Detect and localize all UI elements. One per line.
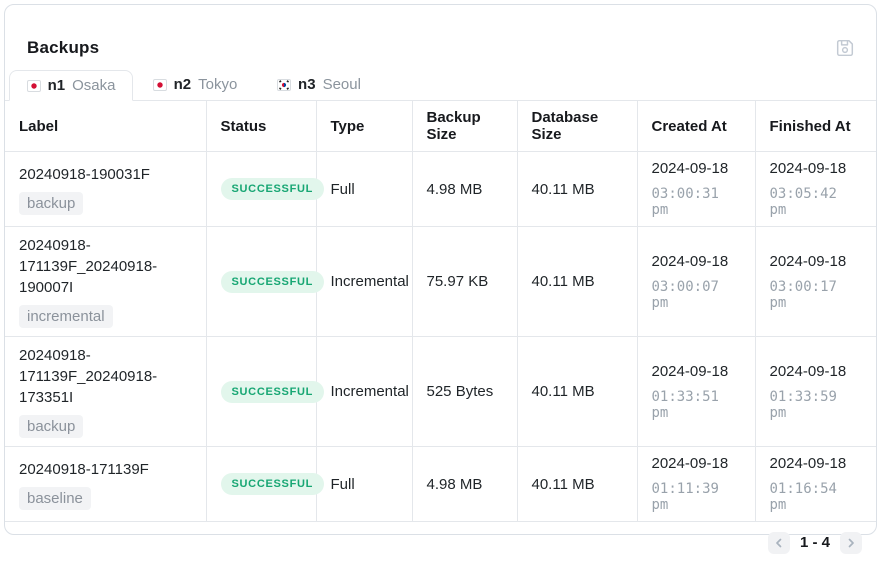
finished-date: 2024-09-18 xyxy=(769,160,847,177)
database-size-cell: 40.11 MB xyxy=(517,336,638,447)
finished-date: 2024-09-18 xyxy=(769,252,847,270)
label-cell: 20240918-171139F_20240918-173351I backup xyxy=(5,336,207,447)
backup-label: 20240918-190031F xyxy=(19,165,150,183)
backup-label: 20240918-171139F_20240918-173351I xyxy=(19,347,158,406)
save-icon xyxy=(836,39,854,57)
column-header-database-size: Database Size xyxy=(517,101,638,152)
backup-label: 20240918-171139F_20240918-190007I xyxy=(19,237,158,296)
backup-size-cell: 4.98 MB xyxy=(412,446,518,522)
status-badge: SUCCESSFUL xyxy=(220,178,325,200)
finished-time: 03:00:17 pm xyxy=(769,278,837,311)
tab-node-label: n1 xyxy=(47,77,66,94)
save-button[interactable] xyxy=(836,39,854,57)
created-at-cell: 2024-09-18 03:00:07 pm xyxy=(637,226,756,337)
finished-time: 03:05:42 pm xyxy=(769,186,837,218)
status-cell: SUCCESSFUL xyxy=(206,446,325,522)
label-cell: 20240918-171139F baseline xyxy=(5,446,207,522)
finished-time: 01:16:54 pm xyxy=(769,481,837,513)
table-row[interactable]: 20240918-171139F baseline SUCCESSFUL Ful… xyxy=(5,446,876,522)
database-size-cell: 40.11 MB xyxy=(517,446,638,522)
label-cell: 20240918-171139F_20240918-190007I increm… xyxy=(5,226,207,337)
backups-panel: Backups n1 Osaka n2 xyxy=(4,4,877,554)
created-at-cell: 2024-09-18 03:00:31 pm xyxy=(637,151,756,227)
backup-size-cell: 75.97 KB xyxy=(412,226,518,337)
column-header-created-at: Created At xyxy=(637,101,756,152)
column-header-finished-at: Finished At xyxy=(755,101,876,152)
japan-flag-icon xyxy=(152,78,167,91)
created-at-cell: 2024-09-18 01:11:39 pm xyxy=(637,446,756,522)
table-row[interactable]: 20240918-171139F_20240918-190007I increm… xyxy=(5,226,876,337)
status-cell: SUCCESSFUL xyxy=(206,151,325,227)
table-row[interactable]: 20240918-190031F backup SUCCESSFUL Full … xyxy=(5,151,876,227)
status-cell: SUCCESSFUL xyxy=(206,226,325,337)
japan-flag-icon xyxy=(26,79,41,92)
created-time: 03:00:07 pm xyxy=(651,278,719,311)
tab-n1-osaka[interactable]: n1 Osaka xyxy=(9,70,133,101)
finished-at-cell: 2024-09-18 03:00:17 pm xyxy=(755,226,876,337)
column-header-backup-size: Backup Size xyxy=(412,101,518,152)
backup-size-cell: 4.98 MB xyxy=(412,151,518,227)
tab-n3-seoul[interactable]: n3 Seoul xyxy=(257,69,381,100)
finished-date: 2024-09-18 xyxy=(769,455,847,472)
created-date: 2024-09-18 xyxy=(651,455,729,472)
created-date: 2024-09-18 xyxy=(651,160,729,177)
node-tabs: n1 Osaka n2 Tokyo n3 xyxy=(5,69,876,101)
database-size-cell: 40.11 MB xyxy=(517,151,638,227)
table-header-row: Label Status Type Backup Size Database S… xyxy=(5,101,876,152)
created-time: 01:11:39 pm xyxy=(651,481,719,513)
type-cell: Full xyxy=(316,446,413,522)
tab-node-label: n2 xyxy=(173,76,192,93)
page-range: 1 - 4 xyxy=(799,534,830,551)
backup-size-cell: 525 Bytes xyxy=(412,336,518,447)
next-page-button[interactable] xyxy=(840,531,862,554)
backup-tag: backup xyxy=(19,415,84,438)
created-time: 03:00:31 pm xyxy=(651,186,719,218)
type-cell: Full xyxy=(316,151,413,227)
backup-tag: baseline xyxy=(19,486,91,510)
status-badge: SUCCESSFUL xyxy=(220,270,325,293)
page-title: Backups xyxy=(27,38,100,57)
tab-city-label: Osaka xyxy=(72,77,116,94)
database-size-cell: 40.11 MB xyxy=(517,226,638,337)
finished-date: 2024-09-18 xyxy=(769,362,847,380)
column-header-status: Status xyxy=(206,101,317,152)
label-cell: 20240918-190031F backup xyxy=(5,151,207,227)
created-date: 2024-09-18 xyxy=(651,252,729,270)
created-date: 2024-09-18 xyxy=(651,362,729,380)
backups-table: Label Status Type Backup Size Database S… xyxy=(5,101,876,522)
south-korea-flag-icon xyxy=(277,78,292,91)
type-cell: Incremental xyxy=(316,336,413,447)
status-badge: SUCCESSFUL xyxy=(220,380,325,403)
chevron-right-icon xyxy=(845,537,857,549)
backup-tag: incremental xyxy=(19,305,113,328)
chevron-left-icon xyxy=(773,537,785,549)
tab-city-label: Seoul xyxy=(322,76,361,93)
column-header-label: Label xyxy=(5,101,207,152)
finished-at-cell: 2024-09-18 03:05:42 pm xyxy=(755,151,876,227)
column-header-type: Type xyxy=(316,101,413,152)
finished-at-cell: 2024-09-18 01:33:59 pm xyxy=(755,336,876,447)
backup-tag: backup xyxy=(19,191,84,215)
backup-label: 20240918-171139F xyxy=(19,460,149,478)
tab-node-label: n3 xyxy=(298,76,316,93)
tab-n2-tokyo[interactable]: n2 Tokyo xyxy=(133,69,257,100)
finished-at-cell: 2024-09-18 01:16:54 pm xyxy=(755,446,876,522)
type-cell: Incremental xyxy=(316,226,413,337)
tab-city-label: Tokyo xyxy=(198,76,238,93)
created-time: 01:33:51 pm xyxy=(651,388,719,421)
status-badge: SUCCESSFUL xyxy=(220,473,325,495)
status-cell: SUCCESSFUL xyxy=(206,336,325,447)
finished-time: 01:33:59 pm xyxy=(769,388,837,421)
panel-header: Backups xyxy=(5,5,876,69)
previous-page-button[interactable] xyxy=(767,531,790,554)
table-row[interactable]: 20240918-171139F_20240918-173351I backup… xyxy=(5,336,876,447)
pagination: 1 - 4 xyxy=(5,522,876,563)
created-at-cell: 2024-09-18 01:33:51 pm xyxy=(637,336,756,447)
